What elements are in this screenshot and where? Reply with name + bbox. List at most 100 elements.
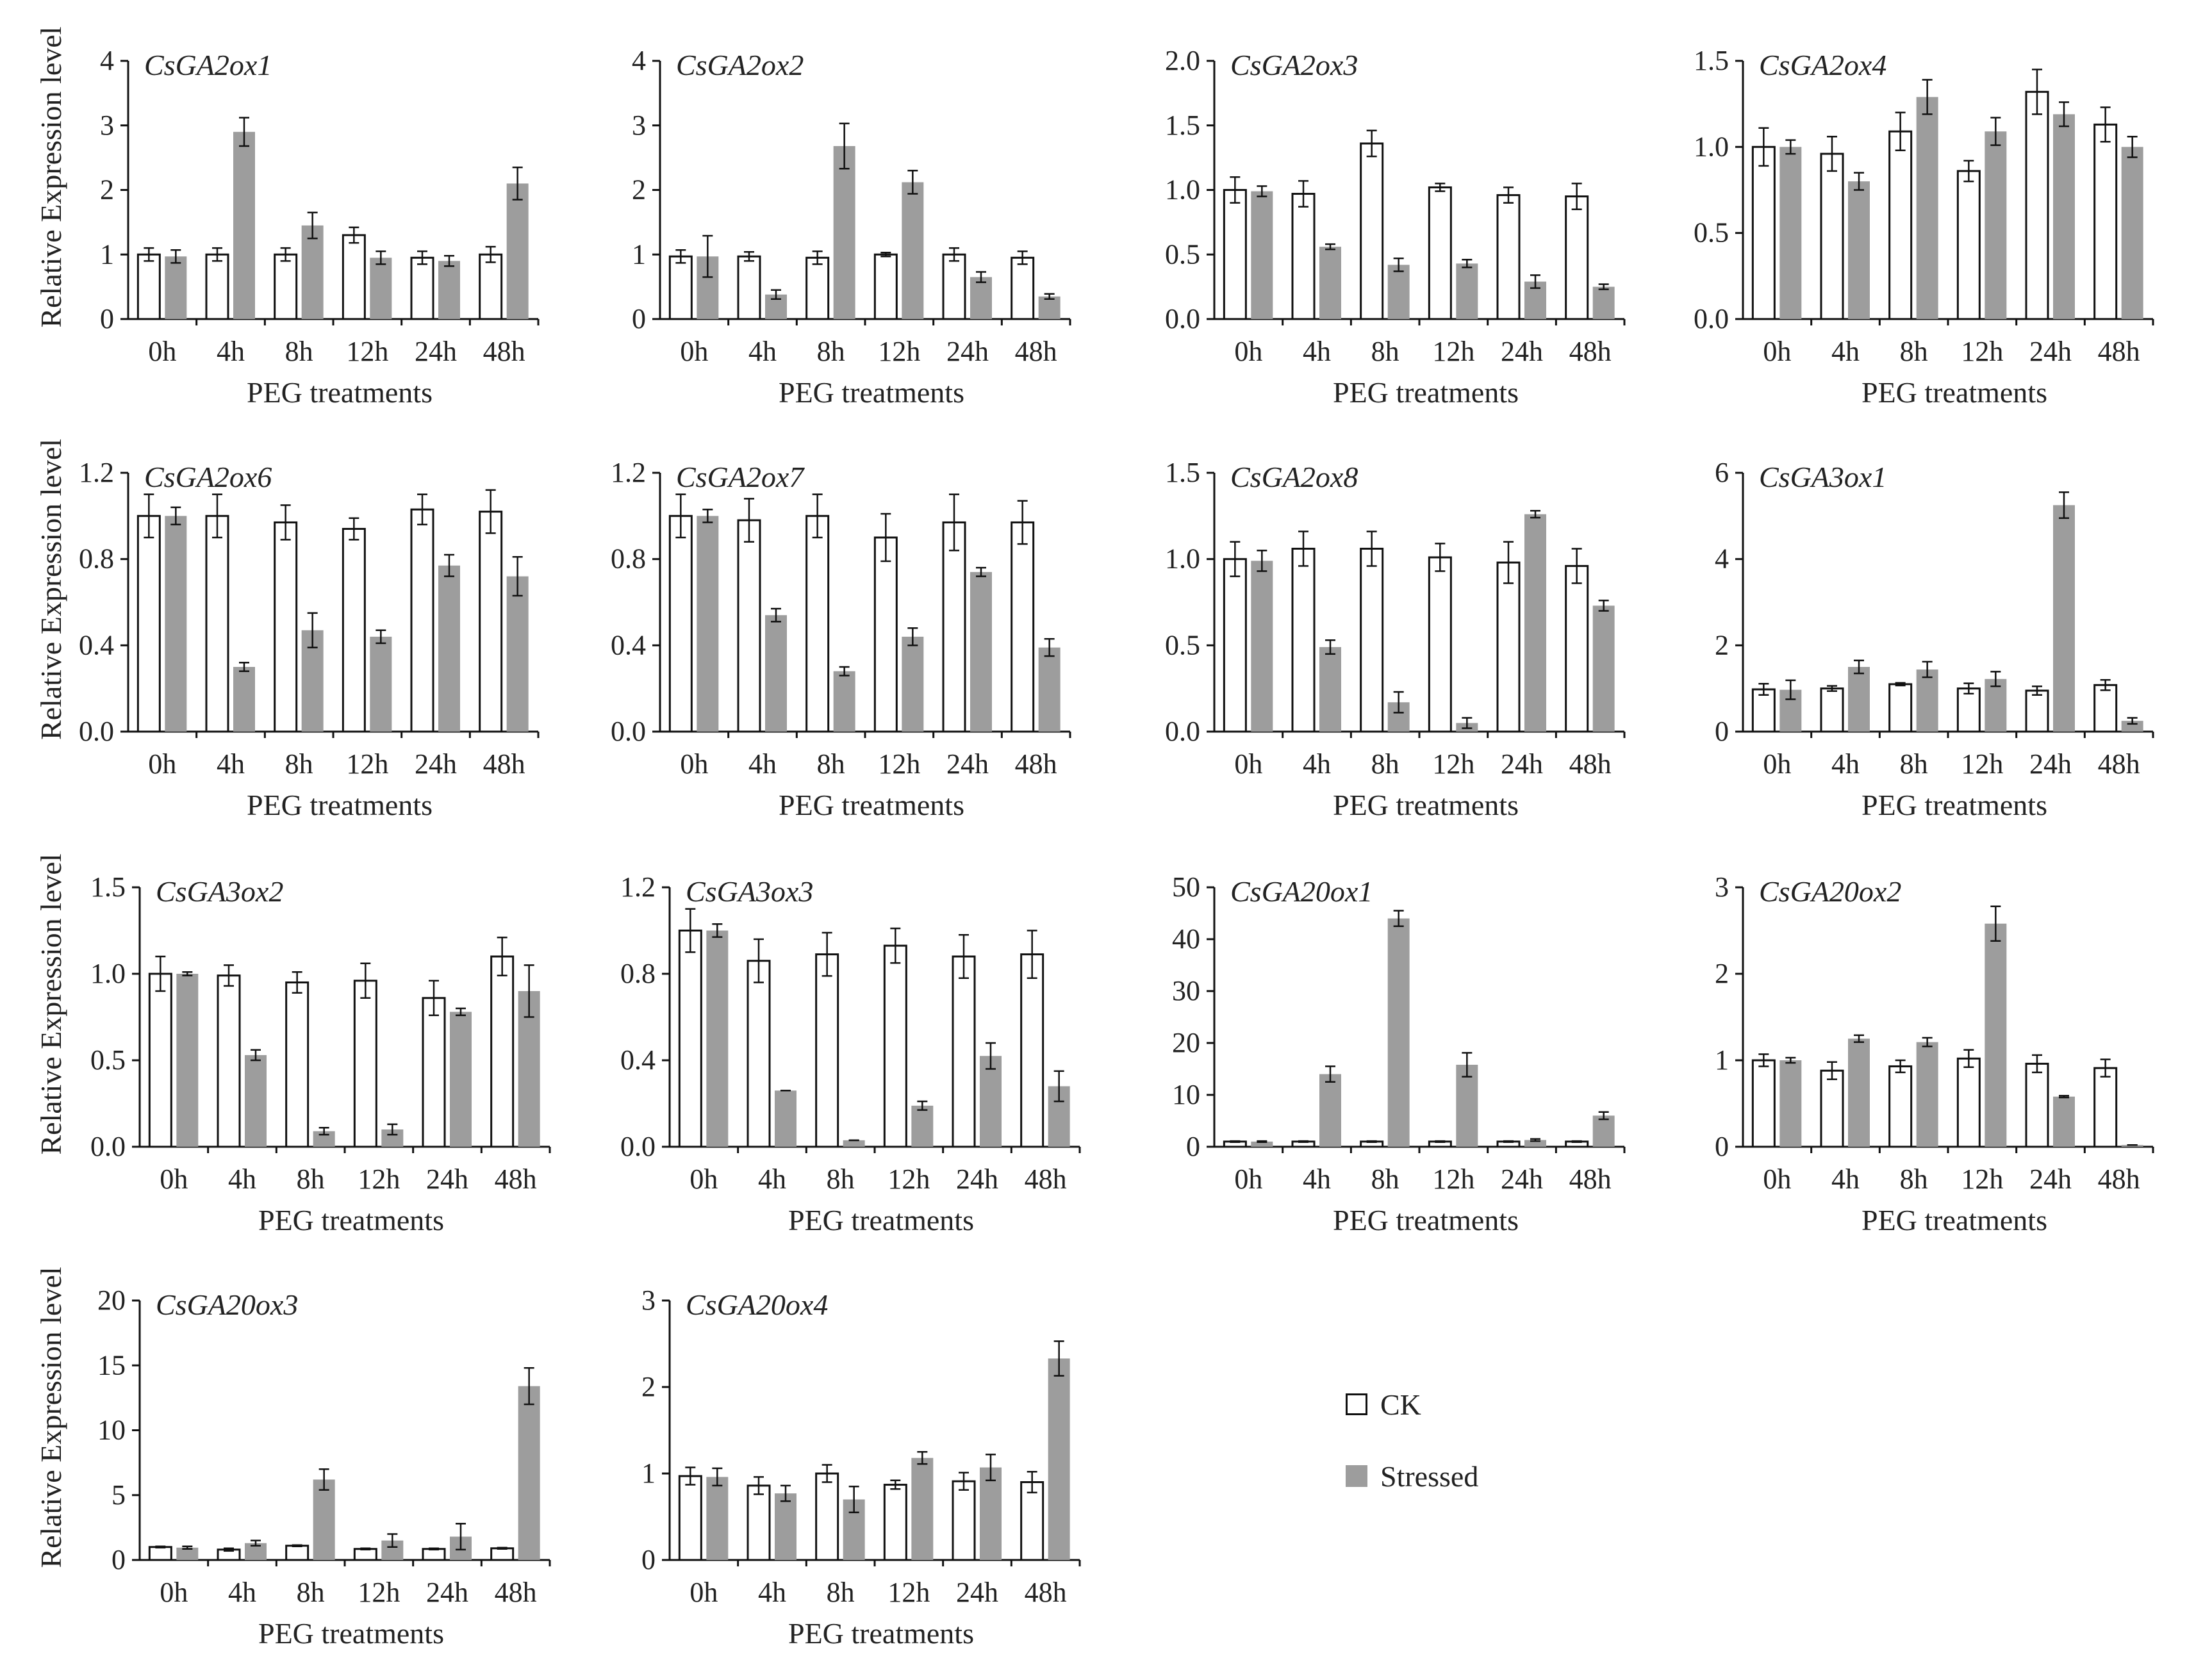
bar-stressed (1251, 191, 1273, 319)
bar-stressed (902, 182, 924, 319)
bar-ck (1565, 564, 1589, 733)
y-tick-label: 1.5 (90, 871, 126, 903)
x-tick-label: 48h (2098, 1163, 2140, 1195)
y-tick-label: 30 (1172, 975, 1200, 1006)
bar-stressed (902, 636, 924, 732)
x-tick-label: 12h (878, 748, 920, 780)
bar-ck (148, 973, 172, 1148)
panel-title: CsGA3ox2 (156, 875, 283, 908)
x-tick-label: 0h (680, 336, 708, 367)
bar-ck (205, 514, 229, 733)
bar-ck (342, 234, 366, 320)
bar-ck (2025, 1062, 2049, 1148)
bar-ck (1751, 145, 1776, 320)
panel-title: CsGA20ox2 (1759, 875, 1901, 908)
bar-ck (217, 974, 241, 1148)
x-tick-label: 12h (346, 748, 388, 780)
x-tick-label: 4h (228, 1163, 256, 1195)
x-tick-label: 24h (956, 1163, 998, 1195)
x-tick-label: 0h (689, 1577, 718, 1608)
x-axis-label: PEG treatments (1861, 789, 2047, 821)
x-tick-label: 4h (748, 748, 777, 780)
x-axis-label: PEG treatments (1861, 376, 2047, 409)
bar-stressed (970, 571, 992, 732)
panel-csga2ox7: 0.0 0.4 0.8 1.2 CsGA2ox7 0h 4h 8h 12h 24h 48h PEG t… (611, 457, 1071, 821)
bar-stressed (1251, 1141, 1273, 1147)
y-tick-label: 1.0 (1165, 174, 1200, 206)
bar-ck (285, 981, 310, 1148)
bar-stressed (1038, 296, 1061, 319)
x-tick-label: 48h (495, 1163, 537, 1195)
bar-ck (1956, 687, 1981, 733)
y-tick-label: 20 (97, 1285, 126, 1316)
bar-ck (1223, 558, 1247, 733)
x-tick-label: 12h (1961, 1163, 2003, 1195)
bar-ck (2093, 684, 2118, 733)
bar-ck (678, 930, 702, 1148)
y-tick-label: 0 (641, 1544, 656, 1575)
bar-stressed (1456, 263, 1478, 319)
y-tick-label: 0 (1715, 716, 1729, 747)
bar-stressed (450, 1012, 472, 1147)
x-tick-label: 12h (1961, 748, 2003, 780)
x-tick-label: 24h (1501, 1163, 1543, 1195)
panel-csga20ox4: 0 1 2 3 CsGA20ox4 0h 4h 8h 12h 24h 48h PEG treatmen… (641, 1285, 1081, 1650)
bar-ck (952, 1480, 976, 1561)
bar-ck (942, 253, 966, 320)
bar-stressed (980, 1056, 1002, 1147)
x-tick-label: 12h (346, 336, 388, 367)
bar-stressed (233, 667, 255, 732)
bar-stressed (2053, 1096, 2075, 1147)
y-tick-label: 0 (1715, 1131, 1729, 1162)
bar-stressed (775, 1493, 796, 1560)
bar-ck (2093, 123, 2118, 320)
x-tick-label: 4h (1831, 748, 1860, 780)
x-axis-label: PEG treatments (788, 1204, 974, 1236)
bar-stressed (1848, 1038, 1870, 1147)
panel-title: CsGA3ox3 (686, 875, 813, 908)
y-tick-label: 3 (1715, 871, 1729, 903)
bar-ck (422, 997, 446, 1148)
x-tick-label: 24h (946, 336, 989, 367)
bar-ck (883, 944, 907, 1148)
bar-stressed (980, 1467, 1002, 1560)
y-tick-label: 1 (632, 238, 646, 270)
x-tick-label: 4h (758, 1577, 786, 1608)
bar-stressed (2053, 505, 2075, 732)
x-tick-label: 12h (1432, 336, 1474, 367)
y-axis-label: Relative Expression level (35, 439, 67, 740)
y-tick-label: 0.0 (611, 716, 646, 747)
legend-label-ck: CK (1380, 1388, 1421, 1421)
bar-ck (2025, 689, 2049, 733)
x-tick-label: 8h (817, 748, 845, 780)
panel-csga2ox4: 0.0 0.5 1.0 1.5 CsGA2ox4 0h 4h 8h 12h 24h 48h PEG t… (1694, 45, 2154, 409)
bar-stressed (1456, 1065, 1478, 1147)
x-tick-label: 8h (1371, 1163, 1399, 1195)
bar-ck (1291, 193, 1316, 320)
y-tick-label: 0.8 (611, 543, 646, 575)
x-tick-label: 8h (1371, 748, 1399, 780)
bar-stressed (165, 256, 187, 319)
bar-ck (274, 521, 298, 733)
x-tick-label: 0h (148, 748, 176, 780)
bar-ck (805, 514, 830, 733)
y-tick-label: 3 (632, 110, 646, 141)
y-tick-label: 0.4 (611, 629, 646, 661)
bar-ck (1223, 189, 1247, 320)
x-tick-label: 4h (758, 1163, 786, 1195)
x-tick-label: 4h (217, 748, 245, 780)
y-tick-label: 10 (97, 1415, 126, 1446)
y-tick-label: 0.0 (1165, 303, 1200, 334)
panel-title: CsGA20ox3 (156, 1288, 298, 1321)
bar-stressed (1848, 181, 1870, 319)
x-tick-label: 24h (946, 748, 989, 780)
y-tick-label: 15 (97, 1349, 126, 1381)
bar-ck (1011, 256, 1035, 320)
panel-csga3ox1: 0 2 4 6 CsGA3ox1 0h 4h 8h 12h 24h 48h PEG treatment… (1715, 457, 2154, 821)
x-tick-label: 0h (148, 336, 176, 367)
y-axis-label: Relative Expression level (35, 26, 67, 327)
y-tick-label: 2 (100, 174, 114, 206)
x-tick-label: 48h (1025, 1163, 1067, 1195)
x-tick-label: 12h (1432, 748, 1474, 780)
